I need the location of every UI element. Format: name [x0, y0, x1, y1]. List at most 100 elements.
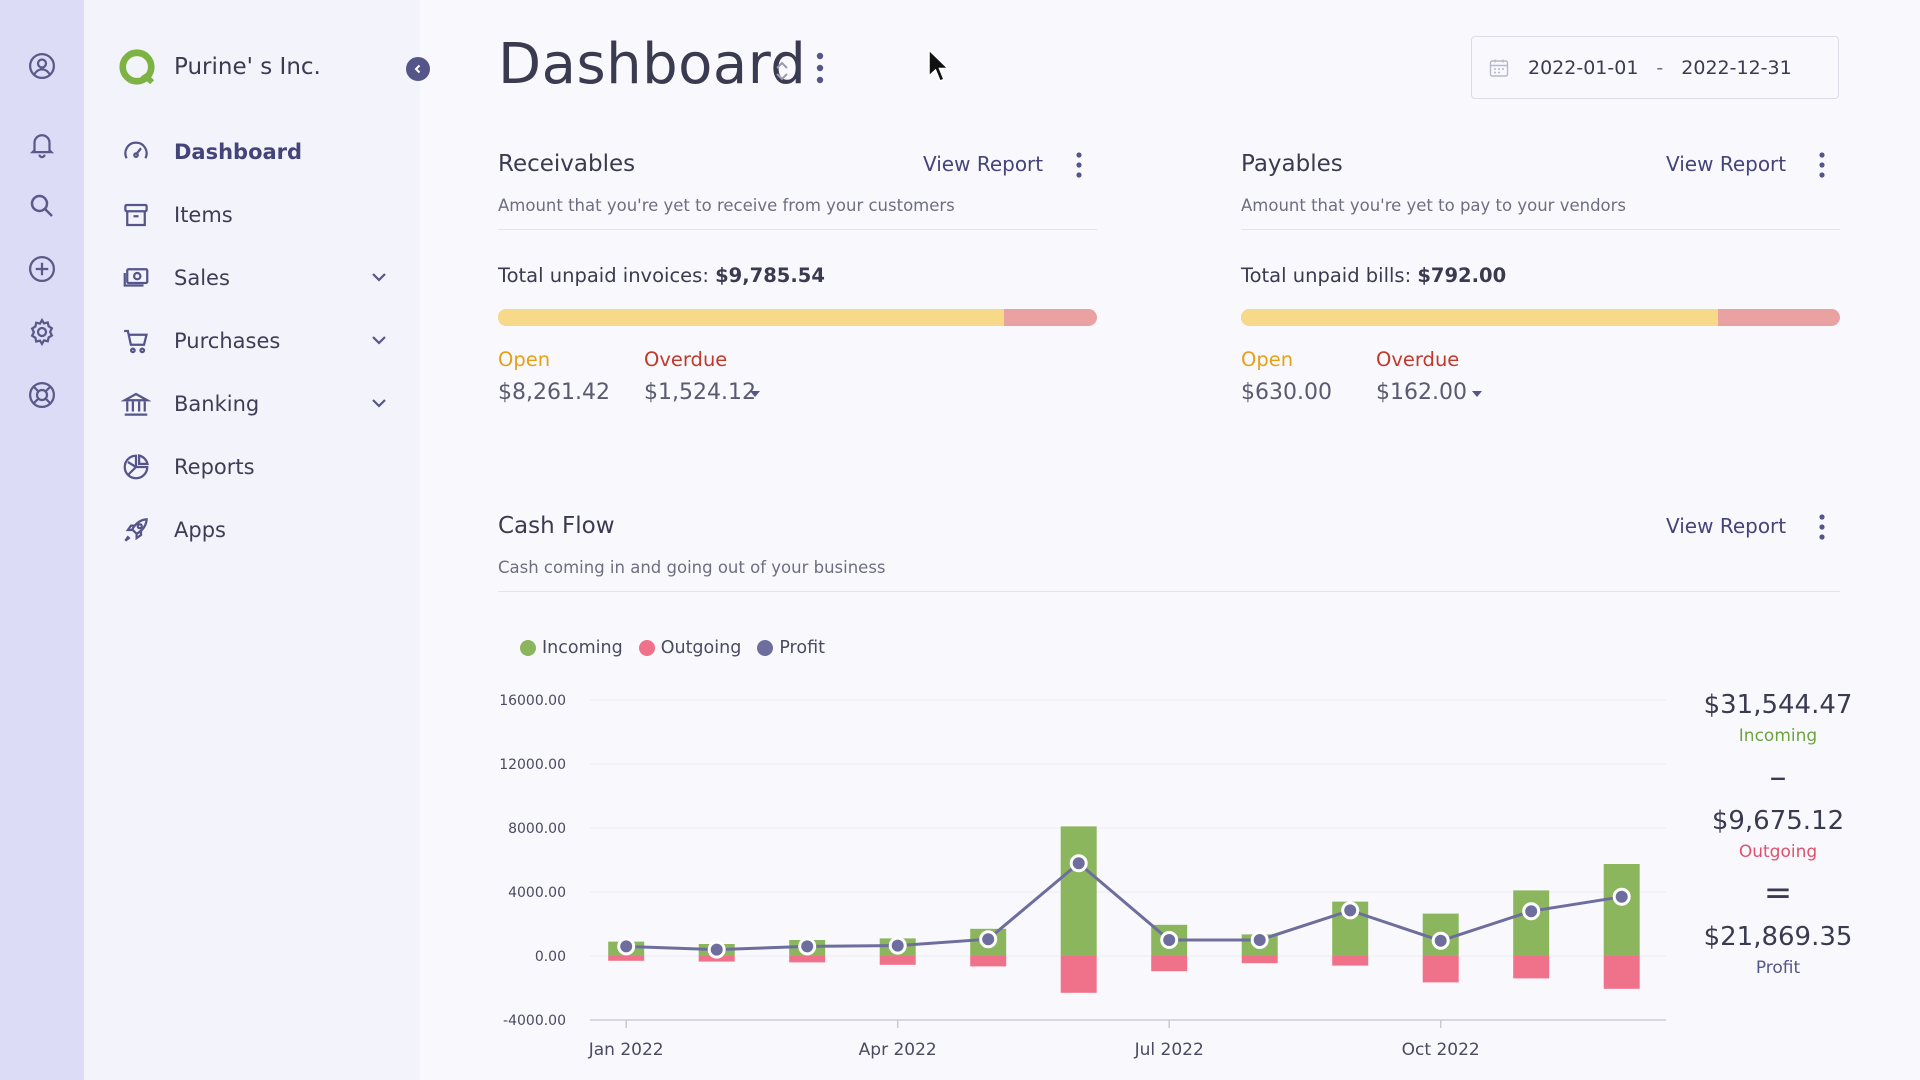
receivables-view-report-link[interactable]: View Report [923, 152, 1044, 176]
x-tick-label: Oct 2022 [1402, 1040, 1480, 1060]
receivables-total: Total unpaid invoices: $9,785.54 [498, 264, 825, 287]
cashflow-chart-svg: 16000.00 12000.00 8000.00 4000.00 0.00 -4000.… [499, 693, 1666, 1060]
divider [498, 591, 1840, 592]
payables-view-report-link[interactable]: View Report [1666, 152, 1787, 176]
sort-arrows-icon[interactable] [774, 56, 790, 86]
sidebar-item-label: Purchases [174, 328, 281, 353]
summary-outgoing-label: Outgoing [1738, 842, 1818, 862]
summary-profit-label: Profit [1755, 958, 1801, 978]
sidebar-item-label: Apps [174, 517, 226, 542]
summary-outgoing-value: $9,675.12 [1711, 806, 1845, 836]
sidebar-item-sales[interactable]: Sales [120, 246, 400, 309]
summary-minus: – [1769, 757, 1787, 797]
chevron-down-icon[interactable] [368, 266, 390, 288]
chevron-down-icon[interactable] [368, 392, 390, 414]
receivables-subtitle: Amount that you're yet to receive from y… [498, 196, 955, 215]
y-tick-label: 4000.00 [508, 885, 566, 901]
date-range-picker[interactable]: 2022-01-01 - 2022-12-31 [1471, 36, 1839, 99]
company-logo-icon [119, 49, 155, 85]
outgoing-bar [608, 956, 645, 961]
sidebar-item-purchases[interactable]: Purchases [120, 309, 400, 372]
legend-item-incoming[interactable]: Incoming [520, 638, 623, 658]
sidebar-item-label: Reports [174, 454, 255, 479]
profit-point [979, 930, 998, 949]
sidebar-item-label: Items [174, 202, 233, 227]
cashflow-chart: 16000.00 12000.00 8000.00 4000.00 0.00 -4000.… [498, 680, 1678, 1080]
x-tick-label: Jan 2022 [588, 1040, 664, 1060]
divider [1241, 229, 1840, 230]
x-tick-label: Apr 2022 [859, 1040, 937, 1060]
receivables-open-value: $8,261.42 [498, 380, 610, 405]
legend-label: Profit [779, 638, 825, 658]
payables-overdue-value[interactable]: $162.00 [1376, 380, 1467, 405]
outgoing-bar [879, 956, 916, 965]
outgoing-bar [1151, 956, 1188, 972]
receivables-overdue-label: Overdue [644, 348, 728, 371]
legend-item-outgoing[interactable]: Outgoing [638, 638, 742, 658]
outgoing-bar [1603, 956, 1640, 989]
profit-point [1160, 931, 1179, 949]
rocket-icon [120, 514, 152, 546]
search-icon[interactable] [24, 188, 60, 224]
outgoing-bar [970, 956, 1007, 967]
y-tick-label: 16000.00 [499, 693, 566, 709]
payables-title: Payables [1241, 151, 1343, 177]
profit-point [1069, 854, 1088, 873]
cashflow-title: Cash Flow [498, 513, 615, 539]
chevron-down-icon[interactable] [368, 329, 390, 351]
legend-dot [757, 640, 774, 656]
dashboard-gauge-icon [120, 136, 152, 168]
incoming-bar [1603, 864, 1640, 956]
profit-point [798, 937, 817, 956]
chart-legend: Incoming Outgoing Profit [520, 638, 841, 658]
y-tick-label: -4000.00 [503, 1013, 566, 1029]
chevron-left-icon [414, 64, 421, 74]
legend-dot [520, 640, 536, 656]
settings-icon[interactable] [24, 314, 60, 350]
sidebar-nav: Dashboard Items Sales Purchases [120, 120, 400, 561]
sidebar-item-apps[interactable]: Apps [120, 498, 400, 561]
company-name: Purine' s Inc. [174, 54, 321, 80]
summary-incoming-label: Incoming [1738, 726, 1818, 746]
y-tick-label: 8000.00 [508, 821, 566, 837]
outgoing-bar [789, 956, 826, 963]
profit-point [1431, 931, 1450, 950]
sidebar-item-items[interactable]: Items [120, 183, 400, 246]
sidebar-item-label: Sales [174, 265, 230, 290]
receivables-title: Receivables [498, 151, 636, 177]
y-tick-label: 0.00 [535, 949, 566, 965]
payables-open-fill [1241, 309, 1718, 326]
receivables-open-label: Open [498, 348, 551, 371]
sidebar-item-label: Dashboard [174, 139, 303, 164]
more-vertical-icon[interactable] [1072, 150, 1086, 180]
cashflow-subtitle: Cash coming in and going out of your bus… [498, 558, 886, 577]
more-vertical-icon[interactable] [1815, 150, 1829, 180]
sidebar-item-reports[interactable]: Reports [120, 435, 400, 498]
bell-icon[interactable] [24, 126, 60, 162]
cashflow-view-report-link[interactable]: View Report [1666, 514, 1787, 538]
outgoing-bar [1422, 956, 1459, 983]
company-switcher[interactable]: Purine' s Inc. [118, 46, 419, 88]
receivables-overdue-value[interactable]: $1,524.12 [644, 380, 756, 405]
more-vertical-icon[interactable] [1815, 512, 1829, 542]
legend-label: Outgoing [660, 638, 742, 658]
add-circle-icon[interactable] [24, 251, 60, 287]
payables-open-label: Open [1241, 348, 1294, 371]
sidebar-item-dashboard[interactable]: Dashboard [120, 120, 400, 183]
receivables-total-value: $9,785.54 [715, 264, 825, 287]
caret-down-icon[interactable] [1471, 390, 1483, 398]
profile-icon[interactable] [24, 48, 60, 84]
more-vertical-icon[interactable] [812, 50, 828, 86]
profit-line [626, 861, 1622, 952]
outgoing-bar [1513, 956, 1550, 979]
collapse-sidebar-button[interactable] [406, 57, 430, 81]
support-icon[interactable] [24, 377, 60, 413]
incoming-bar [1513, 890, 1550, 956]
legend-item-profit[interactable]: Profit [757, 638, 825, 658]
main-content: Dashboard 2022-01-01 - 2022-12-31 Receiv… [498, 0, 1852, 1080]
date-start[interactable]: 2022-01-01 [1528, 56, 1639, 79]
profit-point [1341, 901, 1360, 920]
date-end[interactable]: 2022-12-31 [1681, 56, 1792, 79]
caret-down-icon[interactable] [749, 390, 761, 398]
sidebar-item-banking[interactable]: Banking [120, 372, 400, 435]
